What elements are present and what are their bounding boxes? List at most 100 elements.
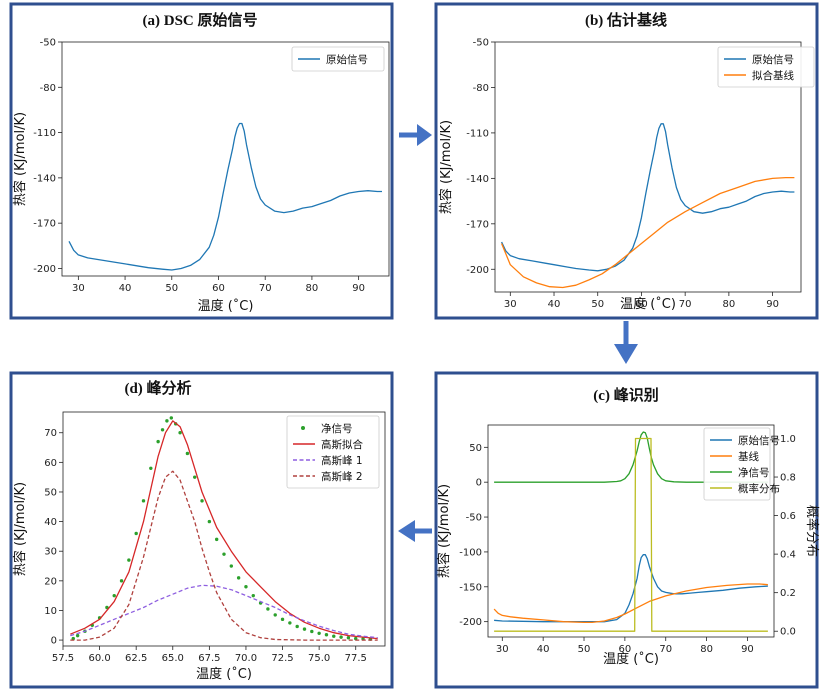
- legend-label: 高斯峰 2: [321, 470, 363, 483]
- flow-arrow-a-to-b: [399, 124, 432, 146]
- x-tick-label: 30: [504, 299, 517, 310]
- data-point: [229, 564, 234, 568]
- y-tick-label: -110: [33, 128, 56, 139]
- chart-title: (a) DSC 原始信号: [143, 11, 258, 29]
- legend-label: 原始信号: [738, 434, 780, 447]
- x-axis-label: 温度 (˚C): [196, 666, 252, 682]
- y-tick-label: -110: [466, 128, 489, 139]
- legend-label: 基线: [738, 450, 759, 463]
- x-tick-label: 70.0: [235, 653, 257, 664]
- series-line: [68, 122, 382, 271]
- data-point: [280, 617, 285, 622]
- data-point: [75, 633, 80, 638]
- data-point: [214, 537, 219, 542]
- legend-label: 净信号: [738, 466, 770, 479]
- y-tick-label: -80: [40, 83, 56, 94]
- x-tick-label: 40: [119, 283, 132, 294]
- data-point: [339, 635, 343, 639]
- x-tick-label: 30: [72, 283, 85, 294]
- x-axis-label: 温度 (˚C): [198, 298, 254, 314]
- x-tick-label: 90: [766, 299, 779, 310]
- y-right-tick-label: 0.4: [780, 550, 796, 561]
- series-line: [493, 583, 768, 624]
- y-tick-label: 20: [44, 576, 57, 587]
- y-tick-label: -170: [33, 219, 56, 230]
- data-point: [134, 531, 138, 536]
- y-tick-label: -100: [459, 547, 482, 558]
- data-point: [200, 499, 204, 503]
- x-tick-label: 40: [537, 644, 550, 655]
- chart-title: (c) 峰识别: [593, 386, 658, 404]
- y-tick-label: 60: [44, 458, 57, 469]
- legend-label: 原始信号: [326, 53, 368, 66]
- series-line: [494, 437, 768, 632]
- x-tick-label: 80: [723, 299, 736, 310]
- y-axis-label: 热容 (KJ/mol/K): [436, 484, 452, 578]
- plot-area: [487, 424, 775, 638]
- legend-box: [286, 415, 380, 489]
- series-line: [70, 420, 378, 640]
- data-point: [295, 624, 299, 629]
- x-tick-label: 72.5: [271, 653, 293, 664]
- y-axis-right-label: 概率分布: [804, 505, 820, 557]
- x-tick-label: 57.5: [52, 653, 74, 664]
- flow-arrow-b-to-c: [614, 321, 638, 364]
- x-tick-label: 70: [259, 283, 272, 294]
- y-tick-label: -50: [473, 38, 489, 49]
- x-tick-label: 50: [165, 283, 178, 294]
- y-axis-label: 热容 (KJ/mol/K): [12, 112, 28, 206]
- x-tick-label: 80: [700, 644, 713, 655]
- data-point: [236, 576, 241, 580]
- y-tick-label: -170: [466, 219, 489, 230]
- x-tick-label: 75.0: [308, 653, 330, 664]
- panel-frame-c: [434, 371, 819, 689]
- chart-title: (d) 峰分析: [124, 379, 191, 397]
- data-point: [149, 466, 153, 470]
- x-axis-label: 温度 (˚C): [603, 651, 659, 667]
- data-point: [127, 558, 131, 562]
- plot-area: [61, 41, 390, 277]
- data-point: [354, 636, 358, 641]
- y-tick-label: -200: [459, 617, 482, 628]
- y-tick-label: -140: [466, 174, 489, 185]
- x-tick-label: 67.5: [198, 653, 220, 664]
- series-line: [500, 176, 795, 289]
- data-point: [160, 428, 165, 432]
- data-point: [317, 631, 321, 635]
- data-point: [112, 593, 116, 598]
- chart-panel-2: (c) 峰识别 30 40 50 60 70 80 90 50 0 -50 -100 -150 -200 1…: [436, 386, 820, 667]
- series-line: [494, 431, 768, 483]
- legend-box: [717, 46, 815, 88]
- x-tick-label: 70: [679, 299, 692, 310]
- x-tick-label: 50: [578, 644, 591, 655]
- x-tick-label: 65.0: [162, 653, 184, 664]
- legend-label: 概率分布: [738, 482, 780, 495]
- y-right-tick-label: 0.8: [780, 473, 796, 484]
- legend-marker: [301, 426, 305, 430]
- y-tick-label: -200: [33, 264, 56, 275]
- y-tick-label: 30: [44, 547, 57, 558]
- data-point: [178, 431, 182, 435]
- data-point: [105, 605, 109, 610]
- data-point: [141, 499, 146, 503]
- y-right-tick-label: 0.6: [780, 511, 796, 522]
- y-tick-label: 0: [51, 636, 57, 647]
- flow-arrow-c-to-d: [398, 520, 432, 542]
- data-point: [71, 636, 75, 641]
- x-tick-label: 60: [619, 644, 632, 655]
- data-point: [251, 593, 255, 598]
- plot-area: [494, 41, 802, 293]
- data-point: [273, 613, 277, 617]
- y-right-tick-label: 0.2: [780, 588, 796, 599]
- data-point: [185, 451, 190, 456]
- x-tick-label: 60: [212, 283, 225, 294]
- x-tick-label: 70: [659, 644, 672, 655]
- data-point: [169, 416, 174, 420]
- chart-panel-0: (a) DSC 原始信号 30 40 50 60 70 80 90 -50 -80 -110 -140…: [12, 11, 390, 314]
- data-point: [266, 607, 270, 611]
- y-tick-label: -80: [473, 83, 489, 94]
- x-tick-label: 77.5: [345, 653, 367, 664]
- x-tick-label: 80: [306, 283, 319, 294]
- chart-title: (b) 估计基线: [585, 11, 667, 29]
- data-point: [165, 419, 169, 423]
